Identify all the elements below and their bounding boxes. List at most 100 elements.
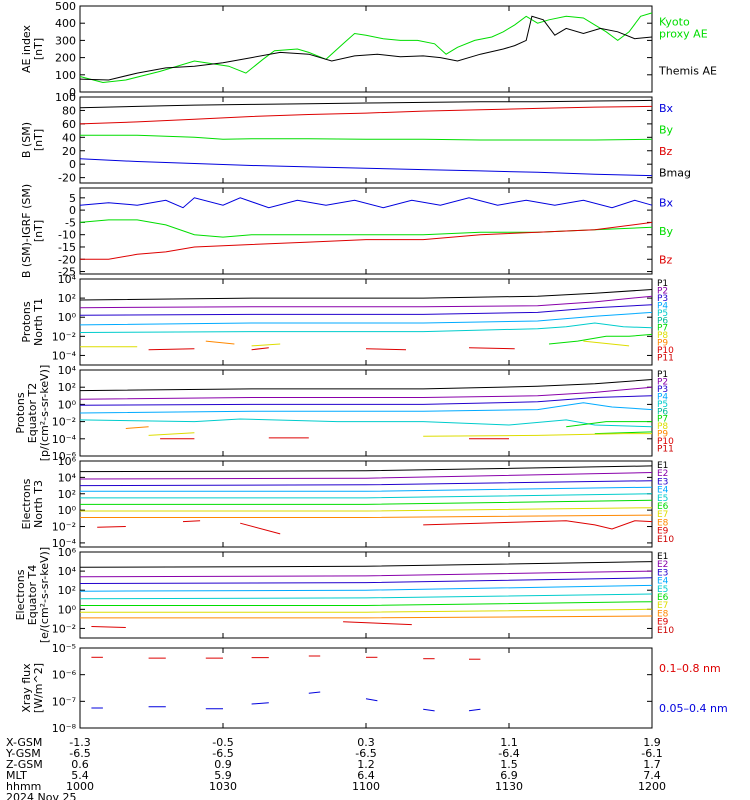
e_equator-legend-item: E3	[657, 568, 668, 578]
ephemeris-value: 6.4	[357, 769, 375, 782]
xray-ytick-label: 10⁻⁶	[52, 669, 77, 682]
bsm-ytick-label: 100	[55, 91, 76, 104]
xray-legend-item: 0.05–0.4 nm	[659, 702, 728, 715]
bsm-ytick-label: 40	[62, 131, 76, 144]
xray-series-11	[251, 702, 269, 705]
e_equator-legend-item: E8	[657, 609, 669, 619]
p_equator-legend-item: P8	[657, 422, 668, 432]
ae-ylabel: [nT]	[32, 38, 45, 60]
ephemeris-value: 1130	[495, 780, 523, 793]
ephemeris-value: 5.9	[214, 769, 232, 782]
ephemeris-value: -6.5	[355, 747, 376, 760]
e_equator-legend-item: E10	[657, 626, 674, 636]
p_equator-series-4	[79, 418, 653, 428]
bdiff-ytick-label: 0	[69, 204, 76, 217]
p_north-ytick-label: 10⁻²	[52, 330, 76, 343]
p_north-ytick-label: 10⁻⁴	[52, 349, 77, 362]
ephemeris-label: Z-GSM	[6, 758, 43, 771]
p_equator-legend-item: P7	[657, 415, 668, 425]
e_equator-series-2	[79, 577, 653, 584]
p_north-legend-item: P3	[657, 294, 668, 304]
bdiff-ytick-label: -15	[58, 241, 76, 254]
p_north-series-7	[251, 343, 281, 347]
xray-series-14	[423, 708, 435, 712]
p_north-series-12	[468, 347, 515, 350]
e_equator-legend-item: E5	[657, 585, 668, 595]
e_north-series-8	[97, 526, 126, 528]
ae-legend-item: Kyoto	[659, 16, 690, 29]
e_equator-ylabel: Electrons	[14, 569, 27, 620]
ae-ytick-label: 0	[69, 86, 76, 99]
p_equator-series-2	[79, 395, 653, 406]
bdiff-series-1	[79, 219, 653, 238]
p_equator-ytick-label: 10⁻⁴	[52, 433, 77, 446]
p_north-legend-item: P4	[657, 301, 668, 311]
p_north-ytick-label: 10²	[58, 292, 76, 305]
ephemeris-value: 5.4	[71, 769, 89, 782]
e_equator-series-1	[79, 570, 653, 578]
ephemeris-value: 1030	[209, 780, 237, 793]
p_north-legend-item: P8	[657, 331, 668, 341]
p_north-legend-item: P10	[657, 346, 674, 356]
p_north-series-4	[79, 322, 653, 333]
p_equator-series-5	[566, 421, 652, 428]
p_equator-ytick-label: 10⁴	[58, 364, 77, 377]
xray-legend-item: 0.1–0.8 nm	[659, 662, 721, 675]
e_equator-series-4	[79, 593, 653, 600]
p_equator-series-1	[79, 386, 653, 400]
p_equator-legend-item: P10	[657, 437, 674, 447]
p_equator-series-8	[423, 433, 652, 437]
p_north-series-10	[148, 348, 195, 351]
bdiff-legend-item: Bx	[659, 196, 674, 209]
e_equator-ytick-label: 10²	[58, 584, 76, 597]
bsm-series-2	[80, 134, 653, 141]
ephemeris-label: X-GSM	[6, 736, 42, 749]
p_north-series-2	[79, 304, 653, 316]
bdiff-ytick-label: 5	[69, 192, 76, 205]
p_equator-legend-item: P2	[657, 377, 668, 387]
bdiff-ylabel: B (SM)-IGRF (SM)	[20, 184, 33, 278]
p_north-legend-item: P7	[657, 324, 668, 334]
e_equator-series-8	[91, 626, 126, 628]
p_north-series-13	[251, 347, 269, 351]
bsm-legend-item: Bmag	[659, 166, 691, 179]
p_equator-legend-item: P5	[657, 400, 668, 410]
ephemeris-value: -0.5	[212, 736, 233, 749]
xray-ylabel: Xray flux	[20, 663, 33, 713]
bsm-ytick-label: 80	[62, 104, 76, 117]
xray-series-12	[308, 691, 321, 694]
p_equator-ylabel: Equator T2	[26, 383, 39, 443]
ephemeris-value: 0.3	[357, 736, 375, 749]
e_equator-ytick-label: 10⁶	[58, 546, 77, 559]
xray-ytick-label: 10⁻⁷	[52, 695, 76, 708]
xray-ylabel: [W/m^2]	[32, 663, 45, 713]
ephemeris-value: 1100	[352, 780, 380, 793]
bsm-ytick-label: 20	[62, 145, 76, 158]
ephemeris-value: 1.9	[643, 736, 661, 749]
p_north-series-9	[205, 340, 235, 345]
p_north-series-0	[79, 289, 653, 301]
xray-ytick-label: 10⁻⁵	[52, 642, 76, 655]
e_north-series-6	[80, 507, 653, 512]
e_equator-series-6	[80, 608, 653, 613]
p_equator-ytick-label: 10⁻²	[52, 416, 76, 429]
e_north-legend-item: E7	[657, 510, 668, 520]
ae-ytick-label: 500	[55, 0, 76, 13]
p_north-series-5	[548, 333, 653, 345]
ephemeris-value: -6.5	[212, 747, 233, 760]
bsm-series-3	[79, 158, 653, 177]
bsm-legend-item: Bz	[659, 145, 673, 158]
ephemeris-label: MLT	[6, 769, 27, 782]
p_north-legend-item: P11	[657, 354, 674, 364]
e_equator-legend-item: E9	[657, 618, 669, 628]
p_equator-series-0	[79, 379, 653, 392]
e_equator-series-3	[79, 584, 653, 592]
e_north-ytick-label: 10⁰	[58, 504, 77, 517]
xray-ytick-label: 10⁻⁸	[52, 722, 77, 735]
ae-series-1	[79, 15, 653, 81]
e_north-series-3	[80, 486, 653, 492]
ephemeris-value: -6.4	[498, 747, 519, 760]
bdiff-legend-item: Bz	[659, 254, 673, 267]
p_equator-ytick-label: 10⁰	[58, 398, 77, 411]
ae-ytick-label: 400	[55, 17, 76, 30]
